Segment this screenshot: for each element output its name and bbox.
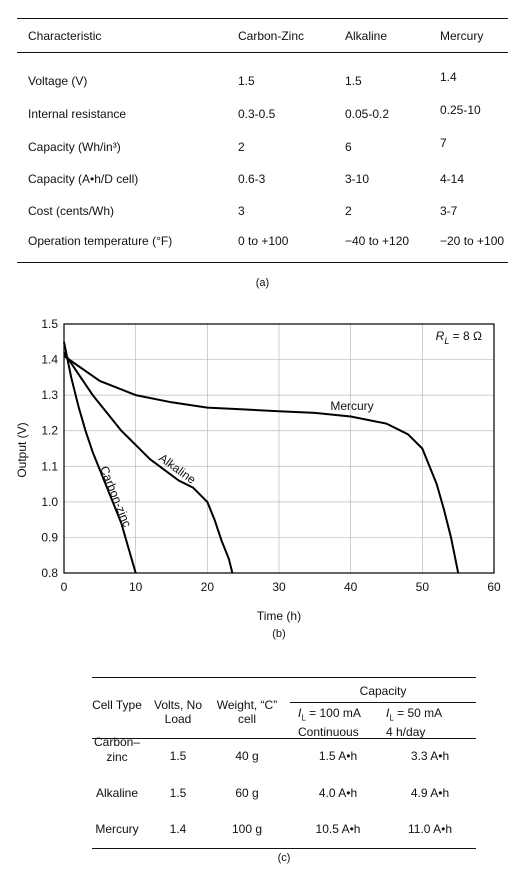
rule [92,738,476,739]
subheader-sub: L [389,713,394,723]
cell: −20 to +100 [440,234,505,248]
series-label: Carbon-zinc [97,464,134,529]
x-axis-label: Time (h) [257,609,301,623]
cell: 4-14 [440,172,465,186]
subheader-note: 4 h/day [386,725,426,740]
cell: 1.5 [238,74,255,88]
rule [17,18,508,19]
row-label: Voltage (V) [28,74,88,88]
cell: 1.5 [345,74,362,88]
annotation: RL = 8 Ω [436,329,482,346]
cell: 100 g [231,822,263,836]
y-tick-label: 1.2 [41,424,58,438]
y-tick-label: 1.0 [41,495,58,509]
y-tick-label: 1.4 [41,353,58,367]
row-label: Capacity (Wh/in³) [28,140,121,154]
cell: 0.05-0.2 [345,107,390,121]
row-label: Mercury [95,822,139,836]
y-tick-label: 0.8 [41,566,58,580]
cell: 3.3 A•h [410,749,450,763]
y-tick-label: 1.3 [41,388,58,402]
rule [92,848,476,849]
cell: 3 [238,204,245,218]
cell: 1.5 A•h [318,749,358,763]
cell: 7 [440,136,447,150]
row-label: Alkaline [95,786,139,800]
subheader-symbol: I [386,706,390,720]
subheader-text: = 100 mA [305,706,361,720]
subheader-sub: L [301,713,306,723]
cell: 1.5 [169,786,187,800]
rule [17,52,508,53]
subheader-symbol: I [298,706,302,720]
row-label: Carbon–zinc [93,735,141,764]
y-tick-label: 1.5 [41,317,58,331]
x-tick-label: 0 [61,580,68,594]
series-line [63,341,137,574]
cell: 1.5 [169,749,187,763]
header-cell: Cell Type [92,698,142,712]
cell: 4.9 A•h [410,786,450,800]
x-tick-label: 60 [487,580,501,594]
subheader-cell: IL = 100 mA Continuous [290,706,390,739]
row-label: Capacity (A•h/D cell) [28,172,139,186]
rule [92,677,476,678]
caption: (b) [272,628,285,640]
subheader-cell: IL = 50 mA 4 h/day [384,706,478,739]
cell: 6 [345,140,352,154]
cell: 2 [238,140,245,154]
header-cell: Weight, “C” cell [216,698,278,726]
cell: 3-7 [440,204,458,218]
subheader-text: = 50 mA [393,706,443,720]
cell: 2 [345,204,352,218]
subheader-note: Continuous [298,725,359,740]
row-label: Cost (cents/Wh) [28,204,115,218]
header-cell: Carbon-Zinc [238,29,305,43]
cell: 0 to +100 [238,234,289,248]
cell: 0.3-0.5 [238,107,276,121]
x-tick-label: 30 [272,580,286,594]
rule [290,702,476,703]
y-tick-label: 0.9 [41,530,58,544]
cell: 11.0 A•h [407,822,453,836]
header-cell: Characteristic [28,29,102,43]
x-tick-label: 20 [201,580,215,594]
cell: 1.4 [440,70,457,84]
cell: 3-10 [345,172,370,186]
header-cell: Volts, No Load [153,698,203,726]
annotation-symbol: R [436,329,445,343]
header-cell: Capacity [359,684,407,698]
series-label: Mercury [330,399,373,413]
cell: 1.4 [169,822,187,836]
caption: (c) [277,852,291,864]
row-label: Operation temperature (°F) [28,234,173,248]
y-tick-label: 1.1 [41,459,58,473]
y-axis-label: Output (V) [15,422,29,477]
cell: 60 g [235,786,259,800]
cell: 40 g [235,749,259,763]
x-tick-label: 50 [416,580,430,594]
series-line [63,355,460,574]
cell: −40 to +120 [345,234,410,248]
chart: RL = 8 Ω Time (h) (b) Output (V) 0.8 0.9 1… [15,317,501,640]
plot-frame [63,323,495,574]
rule [17,262,508,263]
cell: 0.25-10 [440,103,481,117]
cell: 0.6-3 [238,172,266,186]
annotation-sub: L [444,336,449,346]
header-cell: Alkaline [345,29,388,43]
row-label: Internal resistance [28,107,127,121]
series-line [63,351,234,574]
x-tick-label: 10 [129,580,143,594]
cell: 10.5 A•h [315,822,361,836]
annotation-text: = 8 Ω [449,329,482,343]
header-cell: Mercury [440,29,484,43]
x-tick-label: 40 [344,580,358,594]
caption: (a) [255,277,270,289]
cell: 4.0 A•h [318,786,358,800]
